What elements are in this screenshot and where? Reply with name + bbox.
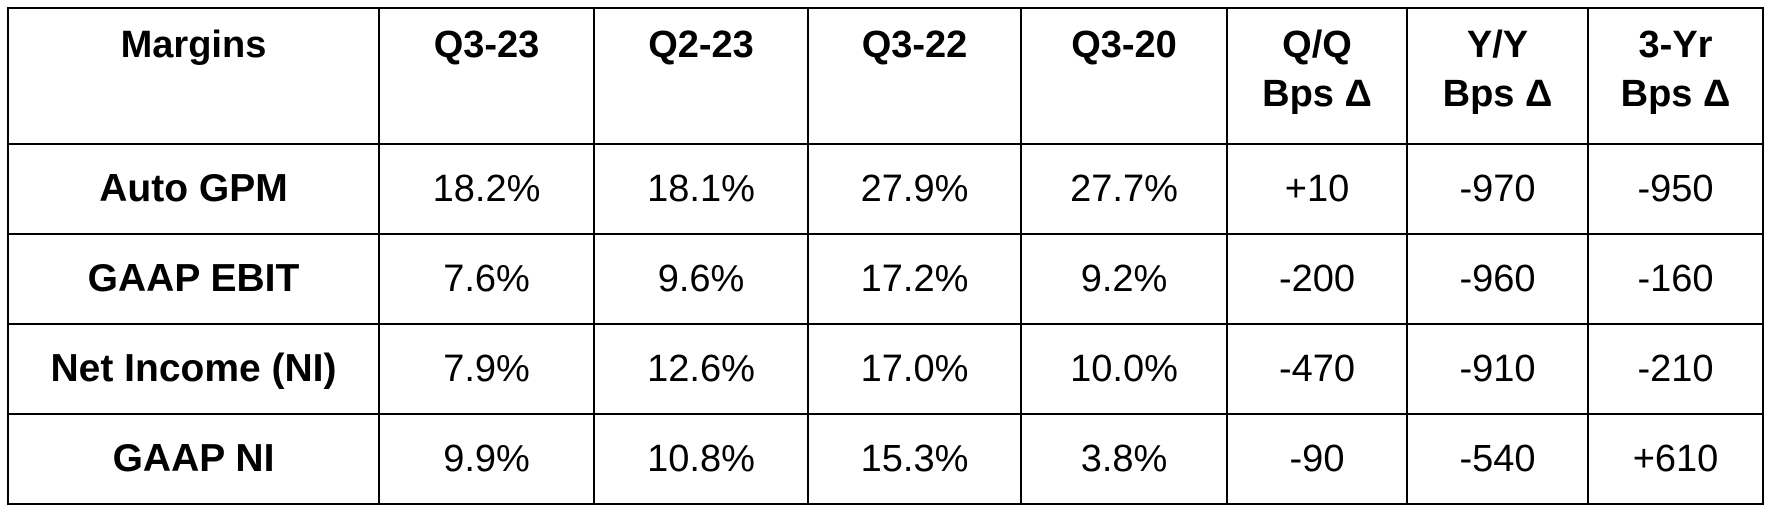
table-cell: 3.8% <box>1020 413 1228 505</box>
header-row: Margins Q3-23 Q2-23 Q3-22 Q3-20 Q/Q Bps Δ Y/Y … <box>7 7 1764 145</box>
table-cell: 9.6% <box>593 233 809 325</box>
header-cell: Q3-23 <box>378 7 595 145</box>
margins-table: Margins Q3-23 Q2-23 Q3-22 Q3-20 Q/Q Bps Δ Y/Y … <box>7 7 1764 505</box>
header-cell: Margins <box>7 7 380 145</box>
table-cell: 18.2% <box>378 143 595 235</box>
table-cell: 7.9% <box>378 323 595 415</box>
row-label: Auto GPM <box>7 143 380 235</box>
table-cell: 17.2% <box>807 233 1022 325</box>
table-cell: 15.3% <box>807 413 1022 505</box>
table-cell: -200 <box>1226 233 1408 325</box>
table-cell: 17.0% <box>807 323 1022 415</box>
table-cell: -470 <box>1226 323 1408 415</box>
table-cell: -90 <box>1226 413 1408 505</box>
table-cell: -950 <box>1587 143 1764 235</box>
table-cell: -970 <box>1406 143 1589 235</box>
header-cell: Q3-22 <box>807 7 1022 145</box>
table-row: GAAP NI 9.9% 10.8% 15.3% 3.8% -90 -540 +610 <box>7 413 1764 505</box>
table-row: Auto GPM 18.2% 18.1% 27.9% 27.7% +10 -970 -950 <box>7 143 1764 235</box>
table-cell: -210 <box>1587 323 1764 415</box>
table-cell: +10 <box>1226 143 1408 235</box>
table-cell: +610 <box>1587 413 1764 505</box>
header-cell: 3-Yr Bps Δ <box>1587 7 1764 145</box>
header-cell: Q3-20 <box>1020 7 1228 145</box>
row-label: GAAP NI <box>7 413 380 505</box>
table-cell: 10.0% <box>1020 323 1228 415</box>
table-body: Auto GPM 18.2% 18.1% 27.9% 27.7% +10 -970 -950 G… <box>7 143 1764 505</box>
table-cell: 27.9% <box>807 143 1022 235</box>
table-cell: 27.7% <box>1020 143 1228 235</box>
table-cell: 7.6% <box>378 233 595 325</box>
table-cell: 9.9% <box>378 413 595 505</box>
header-cell: Y/Y Bps Δ <box>1406 7 1589 145</box>
table-cell: -540 <box>1406 413 1589 505</box>
table-cell: 9.2% <box>1020 233 1228 325</box>
header-cell: Q/Q Bps Δ <box>1226 7 1408 145</box>
header-cell: Q2-23 <box>593 7 809 145</box>
row-label: GAAP EBIT <box>7 233 380 325</box>
table-cell: 10.8% <box>593 413 809 505</box>
table-row: Net Income (NI) 7.9% 12.6% 17.0% 10.0% -470 -9… <box>7 323 1764 415</box>
table-cell: 18.1% <box>593 143 809 235</box>
table-cell: -160 <box>1587 233 1764 325</box>
table-cell: -960 <box>1406 233 1589 325</box>
table-cell: -910 <box>1406 323 1589 415</box>
table-cell: 12.6% <box>593 323 809 415</box>
table-row: GAAP EBIT 7.6% 9.6% 17.2% 9.2% -200 -960 -160 <box>7 233 1764 325</box>
table-header: Margins Q3-23 Q2-23 Q3-22 Q3-20 Q/Q Bps Δ Y/Y … <box>7 7 1764 145</box>
row-label: Net Income (NI) <box>7 323 380 415</box>
